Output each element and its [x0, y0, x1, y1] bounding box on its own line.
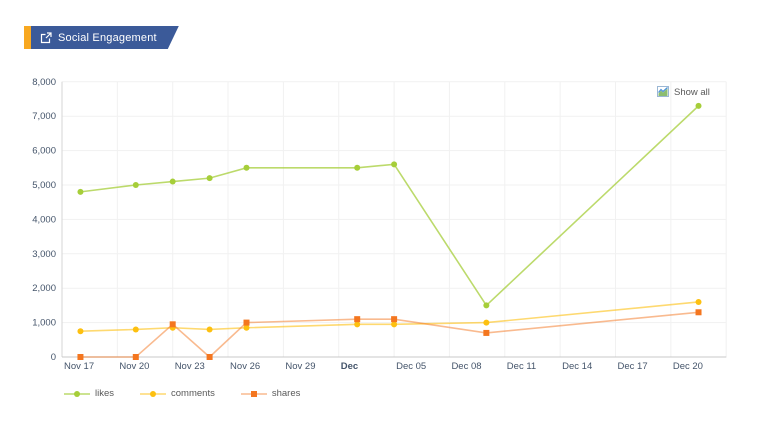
comments-marker [695, 298, 702, 305]
comments-marker [354, 321, 361, 328]
x-tick-label: Dec 20 [673, 361, 703, 372]
x-tick-label: Dec 05 [396, 361, 426, 372]
likes-marker [354, 164, 361, 171]
y-tick-label: 7,000 [32, 111, 56, 122]
y-tick-label: 0 [51, 352, 56, 363]
comments-marker [77, 328, 84, 335]
header-accent-bar [24, 26, 31, 49]
shares-marker [169, 321, 176, 328]
x-tick-label: Nov 23 [175, 361, 205, 372]
legend-label-shares: shares [271, 388, 301, 399]
y-tick-label: 4,000 [32, 214, 56, 225]
likes-marker [243, 164, 250, 171]
shares-marker [77, 354, 84, 360]
y-tick-label: 5,000 [32, 180, 56, 191]
panel-title: Social Engagement [58, 31, 157, 44]
show-all-label: Show all [674, 86, 710, 98]
chart-icon [656, 85, 670, 99]
panel-header: Social Engagement [24, 26, 179, 49]
comments-marker [132, 326, 139, 333]
y-tick-label: 6,000 [32, 146, 56, 157]
x-tick-label: Dec 11 [507, 361, 536, 372]
x-tick-label: Dec [341, 361, 358, 372]
comments-markers [77, 298, 702, 335]
export-icon [40, 32, 52, 44]
legend-item-shares[interactable]: shares [240, 388, 301, 399]
legend-swatch-likes [64, 390, 90, 397]
header-banner: Social Engagement [31, 26, 179, 49]
shares-marker [391, 316, 398, 323]
likes-marker [391, 161, 398, 168]
chart-legend: likes comments shares [64, 388, 300, 399]
y-tick-label: 8,000 [32, 77, 56, 88]
y-tick-label: 2,000 [32, 283, 56, 294]
legend-item-likes[interactable]: likes [64, 388, 114, 399]
likes-marker [483, 302, 490, 309]
legend-label-comments: comments [171, 388, 215, 399]
x-axis-labels: Nov 17 Nov 20 Nov 23 Nov 26 Nov 29 Dec Dec 05 D… [64, 361, 703, 372]
legend-swatch-shares [240, 390, 267, 397]
x-tick-label: Dec 08 [451, 361, 481, 372]
likes-marker [77, 188, 84, 195]
comments-marker [391, 321, 398, 328]
y-axis-labels: 0 1,000 2,000 3,000 4,000 5,000 6,000 7,000 8,00… [32, 77, 56, 363]
x-tick-label: Nov 20 [119, 361, 149, 372]
likes-marker [695, 102, 702, 109]
likes-markers [77, 102, 702, 309]
likes-marker [206, 175, 213, 182]
likes-marker [132, 182, 139, 188]
comments-marker [206, 326, 213, 333]
comments-marker [243, 324, 250, 331]
y-tick-label: 3,000 [32, 249, 56, 260]
x-tick-label: Nov 26 [230, 361, 260, 372]
legend-swatch-comments [140, 390, 167, 397]
show-all-button[interactable]: Show all [656, 85, 710, 99]
legend-item-comments[interactable]: comments [140, 388, 215, 399]
y-tick-label: 1,000 [32, 318, 56, 329]
shares-marker [354, 316, 361, 323]
x-tick-label: Dec 17 [618, 361, 648, 372]
shares-markers [77, 309, 702, 360]
x-tick-label: Dec 14 [562, 361, 592, 372]
legend-label-likes: likes [95, 388, 115, 399]
shares-marker [206, 354, 213, 360]
shares-marker [132, 354, 139, 360]
x-tick-label: Nov 17 [64, 361, 94, 372]
shares-marker [243, 319, 250, 326]
comments-marker [483, 319, 490, 326]
shares-marker [483, 329, 490, 336]
likes-marker [169, 178, 176, 185]
x-tick-label: Nov 29 [285, 361, 315, 372]
shares-marker [695, 309, 702, 316]
